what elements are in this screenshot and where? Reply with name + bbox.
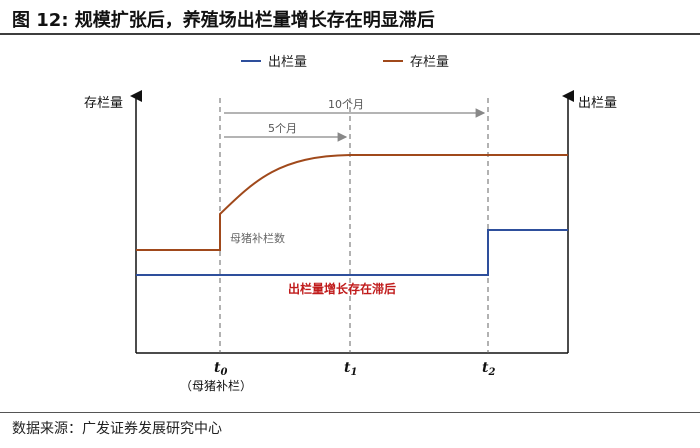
output-line [136, 229, 568, 276]
t1-label: t1 [344, 360, 357, 378]
t0-label: t0 [214, 360, 227, 378]
span-10-label: 10个月 [328, 98, 364, 111]
source-note: 数据来源：广发证券发展研究中心 [12, 421, 222, 437]
lag-diagram: 出栏量 存栏量 存栏量 出栏量 10个月 5个月 母猪补栏数 出栏量增长存在滞后… [84, 55, 617, 393]
t0-note: （母猪补栏） [180, 378, 252, 393]
span-5-label: 5个月 [268, 122, 297, 135]
source-divider [0, 412, 700, 413]
inventory-line [136, 154, 568, 251]
figure-title: 图 12: 规模扩张后，养殖场出栏量增长存在明显滞后 [12, 10, 435, 31]
legend-inventory-label: 存栏量 [410, 55, 449, 70]
left-axis-label: 存栏量 [84, 96, 123, 111]
title-divider [0, 33, 700, 35]
t2-label: t2 [482, 360, 495, 378]
legend-output-label: 出栏量 [268, 55, 307, 70]
right-axis-label: 出栏量 [578, 96, 617, 111]
legend: 出栏量 存栏量 [241, 55, 449, 70]
sow-restock-label: 母猪补栏数 [230, 231, 285, 245]
lag-note: 出栏量增长存在滞后 [288, 281, 396, 296]
